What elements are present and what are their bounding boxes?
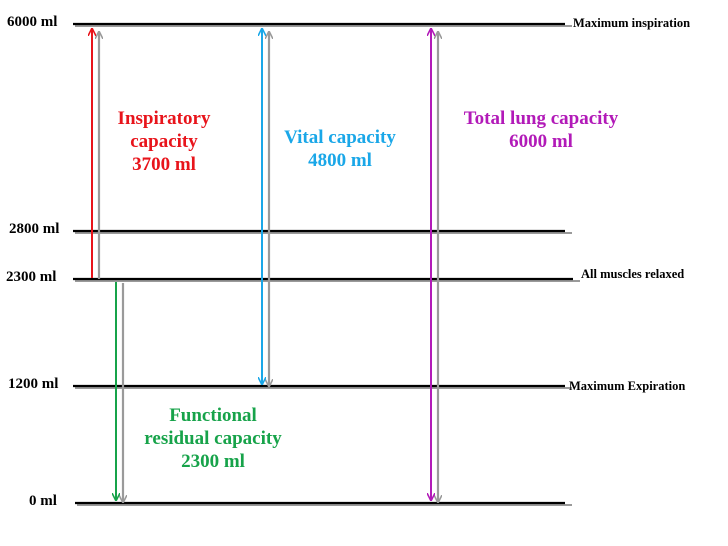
max-expiration-note: Maximum Expiration	[569, 379, 686, 393]
vital-capacity-arrow	[262, 29, 269, 386]
total-value: 6000 ml	[509, 131, 573, 152]
total-title: Total lung capacity	[463, 108, 619, 129]
level-label-0: 0 ml	[29, 493, 57, 509]
inspiratory-title: Inspiratory	[117, 108, 211, 129]
muscles-relaxed-note: All muscles relaxed	[581, 267, 685, 281]
total-lung-capacity-caption: Total lung capacity 6000 ml	[438, 107, 644, 153]
inspiratory-value: 3700 ml	[132, 154, 196, 175]
frc-subtitle: residual capacity	[144, 428, 282, 449]
frc-title: Functional	[169, 405, 257, 426]
level-label-2800: 2800 ml	[9, 221, 60, 237]
level-lines	[73, 22, 580, 506]
vital-title: Vital capacity	[284, 127, 396, 148]
inspiratory-subtitle: capacity	[130, 131, 198, 152]
inspiratory-capacity-arrow	[92, 29, 99, 279]
level-label-6000: 6000 ml	[7, 14, 58, 30]
level-label-2300: 2300 ml	[6, 269, 57, 285]
frc-value: 2300 ml	[181, 451, 245, 472]
frc-caption: Functional residual capacity 2300 ml	[122, 404, 304, 473]
inspiratory-capacity-caption: Inspiratory capacity 3700 ml	[101, 107, 227, 176]
total-lung-capacity-arrow	[431, 29, 438, 502]
max-inspiration-note: Maximum inspiration	[573, 16, 691, 30]
vital-capacity-caption: Vital capacity 4800 ml	[265, 126, 415, 172]
level-label-1200: 1200 ml	[8, 376, 59, 392]
frc-arrow	[116, 282, 123, 502]
vital-value: 4800 ml	[308, 150, 372, 171]
